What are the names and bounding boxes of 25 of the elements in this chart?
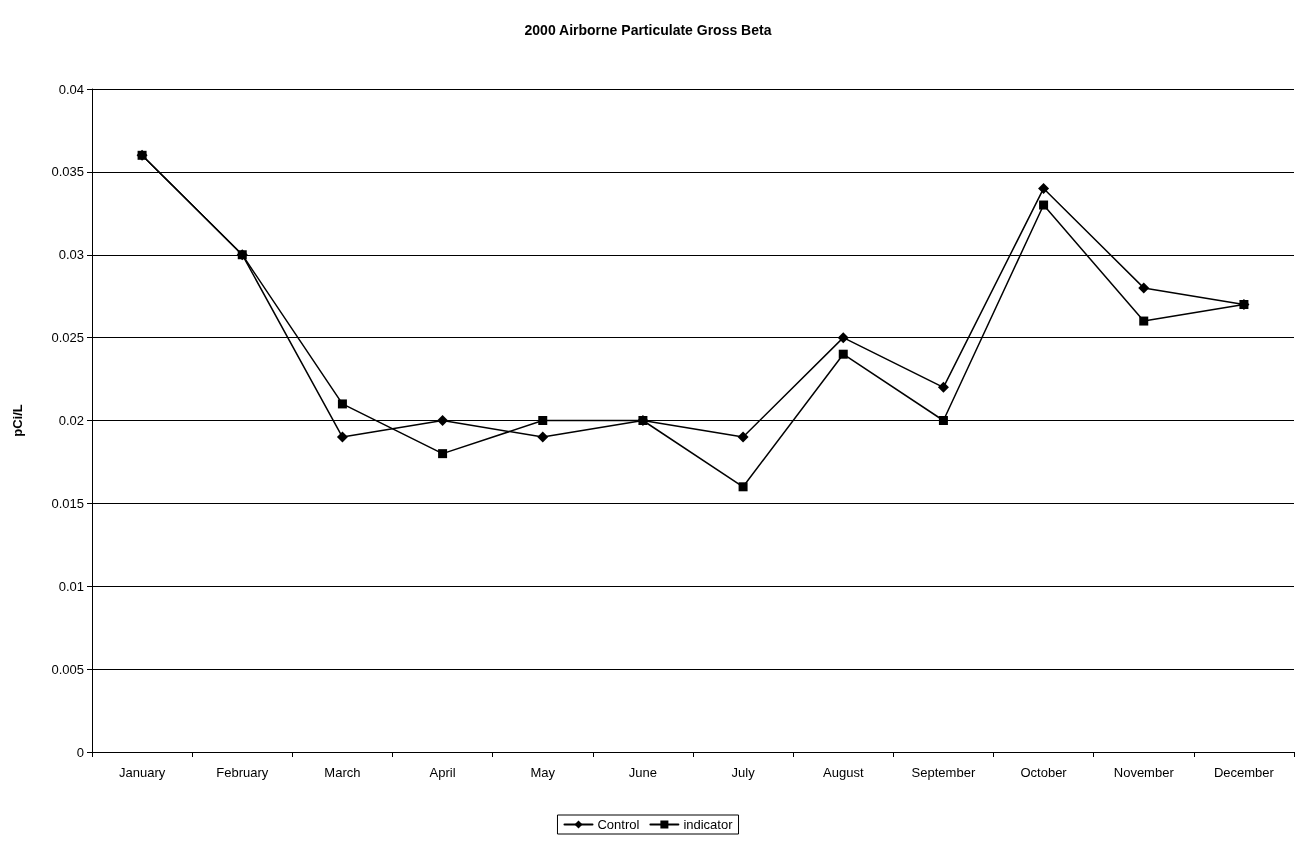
y-tick-label: 0 xyxy=(76,744,84,760)
x-tick-label: May xyxy=(530,765,556,780)
x-tick-label: March xyxy=(324,765,361,780)
x-tick-label: October xyxy=(1020,765,1068,780)
x-tick-label: January xyxy=(118,765,166,780)
x-tick-label: December xyxy=(1213,765,1275,780)
y-tick-label: 0.01 xyxy=(58,578,84,594)
x-tick-label: November xyxy=(1113,765,1175,780)
y-tick-label: 0.005 xyxy=(51,661,84,677)
x-tick-label: February xyxy=(216,765,269,780)
y-tick-label: 0.03 xyxy=(58,247,84,263)
x-tick-label: September xyxy=(911,765,976,780)
legend-label: indicator xyxy=(683,817,734,832)
y-tick-label: 0.025 xyxy=(51,330,84,346)
legend-label: Control xyxy=(597,817,640,832)
chart-title: 2000 Airborne Particulate Gross Beta xyxy=(524,22,772,38)
y-tick-label: 0.02 xyxy=(58,413,84,428)
x-tick-label: June xyxy=(628,765,658,780)
x-tick-label: July xyxy=(731,765,756,780)
x-tick-label: August xyxy=(823,765,864,780)
x-tick-label: April xyxy=(429,765,456,780)
y-tick-label: 0.015 xyxy=(51,495,84,511)
y-axis-title: pCi/L xyxy=(10,404,25,437)
y-tick-label: 0.04 xyxy=(58,81,84,97)
y-tick-label: 0.035 xyxy=(51,164,84,180)
